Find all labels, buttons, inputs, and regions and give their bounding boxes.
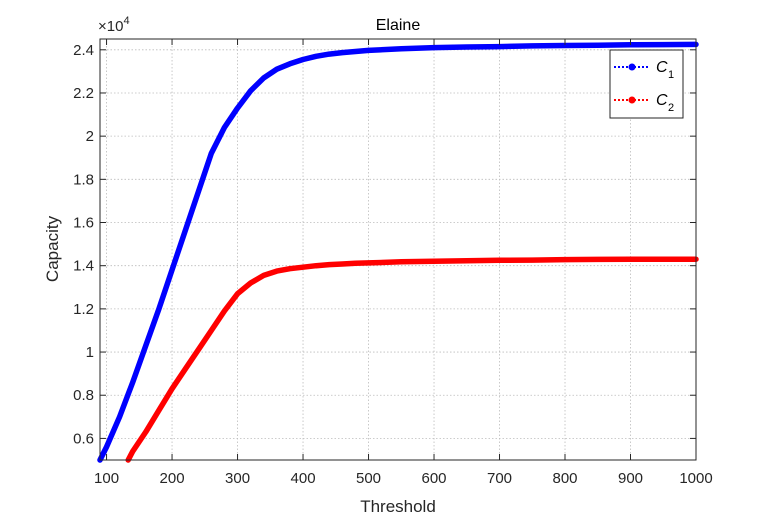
x-tick-label: 300: [225, 470, 250, 487]
x-tick-label: 200: [160, 470, 185, 487]
y-exponent-label: ×104: [98, 15, 130, 35]
y-tick-label: 0.8: [73, 387, 94, 404]
x-tick-label: 700: [487, 470, 512, 487]
chart-title: Elaine: [376, 17, 421, 34]
x-tick-label: 400: [291, 470, 316, 487]
y-tick-label: 0.6: [73, 430, 94, 447]
x-axis-label: Threshold: [360, 497, 436, 516]
y-exponent-power: 4: [123, 15, 129, 27]
x-tick-label: 500: [356, 470, 381, 487]
y-tick-label: 1.2: [73, 301, 94, 318]
y-tick-label: 2: [86, 128, 94, 145]
x-tick-label: 900: [618, 470, 643, 487]
tick-layer: 100 200 300 400 500 600 700 800 900 1000 0.6 0.8 1 1.…: [73, 39, 713, 487]
series-layer: [97, 41, 699, 463]
y-axis-label: Capacity: [43, 215, 62, 282]
legend-marker-1: [628, 63, 636, 71]
y-tick-label: 1: [86, 344, 94, 361]
legend-label-2: C: [656, 92, 668, 109]
legend-marker-2: [628, 96, 636, 104]
x-tick-label: 100: [94, 470, 119, 487]
legend-box: [609, 49, 684, 119]
y-tick-label: 2.2: [73, 85, 94, 102]
legend: C 1C 2: [609, 49, 684, 119]
y-tick-label: 2.4: [73, 42, 94, 59]
legend-items: C 1C 2: [614, 59, 674, 114]
axes-box: [99, 38, 697, 461]
series-line-2: [125, 256, 699, 463]
axes-background: [100, 39, 696, 460]
legend-subscript-2: 2: [668, 102, 674, 114]
x-tick-label: 1000: [679, 470, 712, 487]
y-exponent-base: ×10: [98, 18, 123, 35]
series-line-1: [97, 41, 699, 463]
y-tick-label: 1.6: [73, 215, 94, 232]
y-tick-label: 1.8: [73, 171, 94, 188]
legend-label-1: C: [656, 59, 668, 76]
x-tick-label: 800: [552, 470, 577, 487]
legend-subscript-1: 1: [668, 69, 674, 81]
x-tick-label: 600: [422, 470, 447, 487]
y-tick-label: 1.4: [73, 258, 94, 275]
